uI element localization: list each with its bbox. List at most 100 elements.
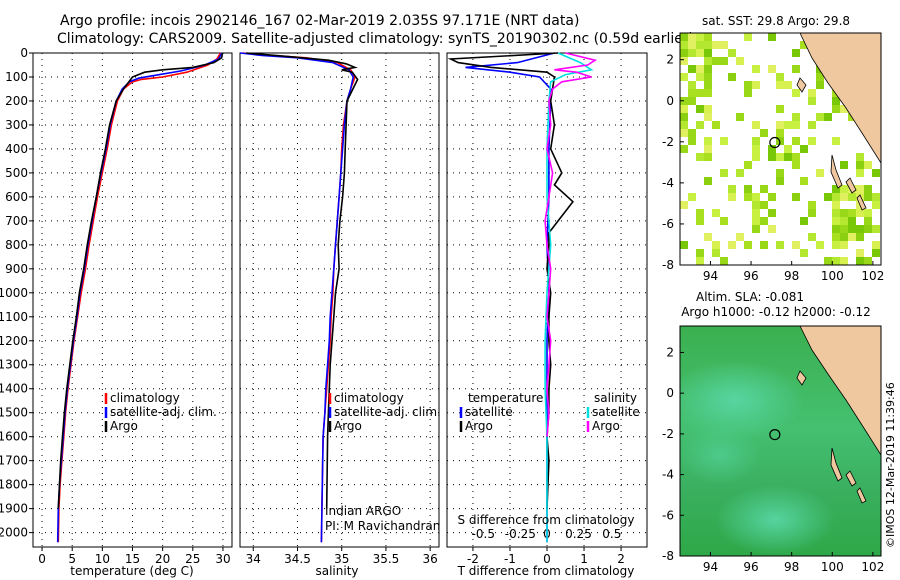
series-line-satellite (56, 52, 223, 543)
sst-cell (872, 169, 880, 177)
sst-cell (752, 217, 760, 225)
y-tick-label: 1100 (0, 310, 28, 324)
sla-map-axes (679, 325, 882, 557)
sst-cell (832, 105, 840, 113)
sst-cell (856, 225, 864, 233)
sst-cell (696, 65, 704, 73)
difference-xlabel: T difference from climatology (457, 564, 635, 578)
sst-cell (712, 249, 720, 257)
series-line-satellite (239, 52, 355, 543)
sst-cell (800, 217, 808, 225)
sst-cell (776, 129, 784, 137)
sst-cell (792, 241, 800, 249)
sst-cell (704, 49, 712, 57)
salinity-panel: 34 34.5 35 35.5 36 salinity climatologysatel… (239, 52, 441, 578)
sst-cell (688, 65, 696, 73)
sst-cell (744, 193, 752, 201)
sst-cell (792, 137, 800, 145)
sst-cell (872, 193, 880, 201)
sst-cell (696, 105, 704, 113)
sla-anomaly-3 (680, 425, 760, 485)
map-y-tick-label: 0 (666, 386, 674, 400)
sst-cell (752, 193, 760, 201)
sst-cell (856, 153, 864, 161)
map-y-tick-label: -6 (662, 508, 674, 522)
series-line-climatology (242, 52, 356, 543)
sst-cell (832, 233, 840, 241)
series-line-argo (246, 52, 359, 509)
series-line-S-satellite (544, 52, 594, 543)
sst-cell (784, 81, 792, 89)
sst-cell (832, 217, 840, 225)
sst-cell (816, 73, 824, 81)
island-3 (845, 177, 857, 194)
island-2-sla (830, 447, 843, 482)
sst-cell (776, 153, 784, 161)
sst-cell (848, 233, 856, 241)
island-1-sla (796, 370, 807, 386)
x-tick-label: 5 (68, 552, 76, 566)
y-tick-label: 1400 (0, 382, 28, 396)
sst-cell (696, 217, 704, 225)
map-y-tick-label: -8 (662, 549, 674, 563)
sst-cell (744, 33, 752, 41)
land-sumatra-sla (752, 326, 881, 456)
sst-cell (744, 81, 752, 89)
sst-cells (680, 33, 880, 265)
sst-cell (856, 161, 864, 169)
y-tick-label: 300 (5, 118, 28, 132)
sst-cell (752, 121, 760, 129)
sst-cell (824, 193, 832, 201)
sst-cell (840, 225, 848, 233)
sst-cell (704, 33, 712, 41)
sst-cell (872, 225, 880, 233)
sst-cell (728, 241, 736, 249)
sst-cell (768, 65, 776, 73)
temperature-xlabel: temperature (deg C) (70, 564, 193, 578)
sst-cell (864, 185, 872, 193)
argo-credit-line-2: PI: M Ravichandran (325, 519, 440, 533)
sla-anomaly-1 (680, 360, 805, 440)
series-line-argo (57, 52, 224, 509)
map-x-tick-label: 100 (821, 560, 844, 574)
sst-cell (776, 177, 784, 185)
sst-cell (720, 57, 728, 65)
sst-map-axes (679, 32, 882, 266)
sst-cell (856, 257, 864, 265)
sst-cell (816, 81, 824, 89)
map-x-tick-label: 102 (861, 269, 884, 283)
sst-cell (704, 65, 712, 73)
sst-cell (704, 145, 712, 153)
sst-cell (776, 73, 784, 81)
sst-cell (848, 217, 856, 225)
y-tick-label: 600 (5, 190, 28, 204)
sst-cell (704, 73, 712, 81)
sst-cell (808, 209, 816, 217)
sst-cell (680, 105, 688, 113)
sst-cell (752, 225, 760, 233)
sst-cell (712, 57, 720, 65)
sst-cell (792, 89, 800, 97)
x-tick-label: 35 (334, 552, 349, 566)
sst-cell (688, 193, 696, 201)
sst-cell (832, 209, 840, 217)
y-tick-label: 200 (5, 94, 28, 108)
sst-cell (704, 41, 712, 49)
sst-cell (768, 225, 776, 233)
sst-cell (832, 225, 840, 233)
sst-cell (680, 241, 688, 249)
sst-cell (816, 113, 824, 121)
sst-cell (680, 113, 688, 121)
sst-cell (704, 81, 712, 89)
y-tick-label: 1200 (0, 334, 28, 348)
sst-cell (712, 209, 720, 217)
sst-cell (688, 137, 696, 145)
sst-cell (696, 209, 704, 217)
sst-cell (856, 169, 864, 177)
x-tick-label: -2 (467, 552, 479, 566)
sst-cell (872, 241, 880, 249)
legend-label-satellite: satellite-adj. clim. (110, 405, 217, 419)
y-tick-label: 2000 (0, 526, 28, 540)
map-x-tick-label: 98 (784, 269, 799, 283)
